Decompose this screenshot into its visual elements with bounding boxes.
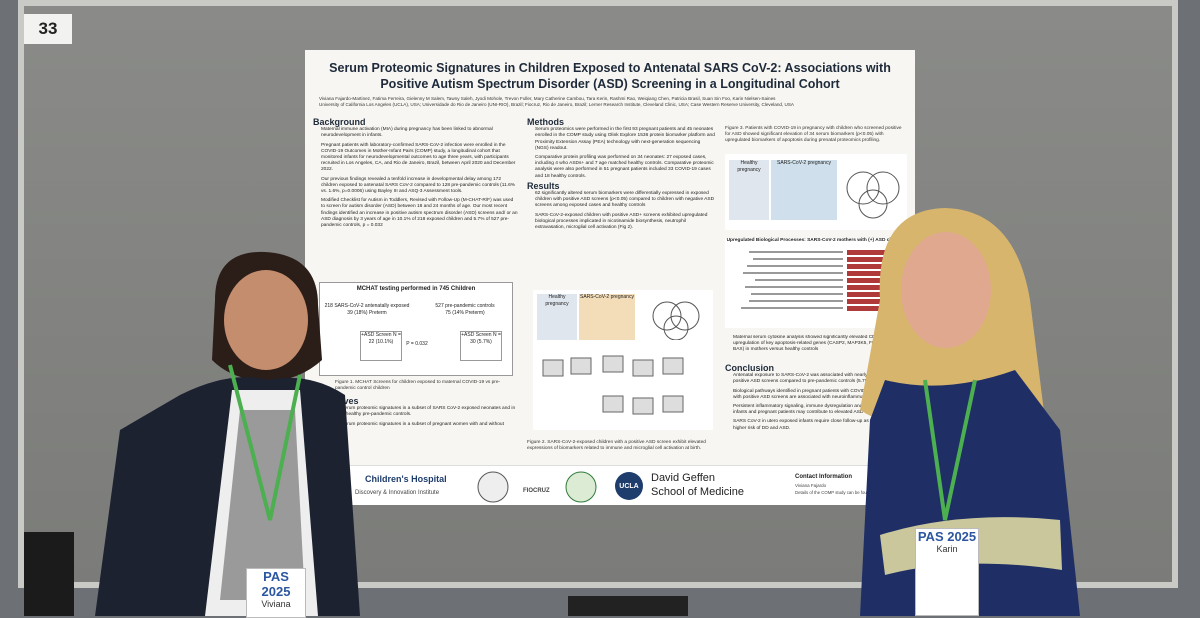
middle-column: MethodsSerum proteomics were performed i… [527,116,715,286]
bullet: Our previous findings revealed a tenfold… [321,177,518,196]
panel: Healthy pregnancy [729,160,769,220]
bullet: Maternal immune activation (MIA) during … [321,127,518,139]
panel: Healthy pregnancy [537,294,577,340]
bullet-list: Serum proteomics were performed in the f… [527,127,715,180]
bullet-list: Maternal immune activation (MIA) during … [313,127,518,229]
name-badge: PAS 2025 Viviana [246,568,306,618]
authors: Viviana Fajardo-Martinez, Fatima Ferreir… [319,96,899,108]
bullet: Biological pathways identified in pregna… [733,389,907,401]
figure-caption: Figure 3. Patients with COVID-19 in preg… [725,126,902,143]
badge-event: PAS 2025 [261,569,291,599]
label: 527 pre-pandemic controls [435,303,495,309]
logo: UCLA [615,472,643,500]
board-number: 33 [24,14,72,44]
venn [652,301,700,340]
label: 39 (18%) Preterm [347,309,387,316]
badge-event: PAS 2025 [917,529,977,544]
section-heading: Background [313,117,366,127]
left-column: BackgroundMaternal immune activation (MI… [313,116,518,281]
conclusion: ConclusionAntenatal exposure to SARS-CoV… [725,362,907,472]
badge-name: Viviana [261,599,291,609]
section-heading: Methods [527,117,564,127]
bar-chart [741,250,891,311]
boxplots [542,355,684,415]
logo: Children's Hospital [365,474,447,484]
bullet-list: Antenatal exposure to SARS-CoV-2 was ass… [725,373,907,432]
panel: SARS-CoV-2 pregnancy [579,294,635,340]
affiliations: University of California Los Angeles (UC… [319,102,794,107]
contact-note: Details of the COMP study can be found a… [795,490,908,495]
figure-3-chart: Upregulated Biological Processes: SARS-C… [725,238,907,328]
logo: David Geffen [651,472,716,484]
logo: Discovery & Innovation Institute [355,490,440,496]
contact-name: Viviana Fajardo [795,483,827,488]
poster: Serum Proteomic Signatures in Children E… [305,50,915,505]
bullet: Comparative protein profiling was perfor… [535,155,715,180]
author-list: Viviana Fajardo-Martinez, Fatima Ferreir… [319,96,776,101]
poster-title: Serum Proteomic Signatures in Children E… [329,61,891,91]
bullet: Serum proteomics were performed in the f… [535,127,715,152]
bullet-list: 62 significantly altered serum biomarker… [527,191,715,231]
logo: FIOCRUZ [523,488,550,494]
figure-3: Healthy pregnancy SARS-CoV-2 pregnancy [725,154,907,230]
bullet: Persistent inflammatory signaling, immun… [733,404,907,416]
seals [477,471,597,503]
screen-box: +ASD Screen N = 22 (10.1%) [360,331,402,361]
bullet: 62 significantly altered serum biomarker… [535,191,715,210]
figure-title: MCHAT testing performed in 745 Children [356,286,476,292]
label: 75 (14% Preterm) [445,309,485,316]
p-value: P = 0.032 [406,341,428,347]
section-heading: Conclusion [725,363,774,373]
screen-box: +ASD Screen N = 30 (5.7%) [460,331,502,361]
figure-1: MCHAT testing performed in 745 Children … [319,282,513,376]
bullet: Modified Checklist for Autism in Toddler… [321,198,518,229]
group: 218 SARS-CoV-2 antenatally exposed 39 (18… [322,303,412,316]
bullet: Antenatal exposure to SARS-CoV-2 was ass… [733,373,907,385]
figure-caption: Figure 2. SARS-CoV-2-exposed children wi… [527,440,706,451]
results-text: Maternal serum cytokine analysis showed … [725,335,907,357]
name-badge: PAS 2025 Karin [915,528,979,616]
group: 527 pre-pandemic controls 75 (14% Preterm… [420,303,510,316]
venn [846,171,900,219]
section-heading: Results [527,180,560,191]
label: 218 SARS-CoV-2 antenatally exposed [324,303,410,309]
bullet: Maternal serum cytokine analysis showed … [733,335,907,354]
bullet: SARS CoV-2 in utero exposed infants requ… [733,419,907,431]
figure-2: Healthy pregnancy SARS-CoV-2 pregnancy [533,290,713,430]
badge-name: Karin [936,544,958,554]
logo: School of Medicine [651,486,744,498]
bullet: SARS-CoV-2-exposed children with positiv… [535,213,715,232]
bullet: Pregnant patients with laboratory-confir… [321,143,518,174]
panel: SARS-CoV-2 pregnancy [771,160,837,220]
contact-heading: Contact Information [795,474,852,480]
figure-caption: Figure 1. MCHAT Screens for children exp… [335,380,501,391]
chart-title: Upregulated Biological Processes: SARS-C… [726,238,906,243]
bullet: Compare serum proteomic signatures in a … [321,406,518,418]
logo-bar: Children's Hospital Discovery & Innovati… [305,465,915,505]
